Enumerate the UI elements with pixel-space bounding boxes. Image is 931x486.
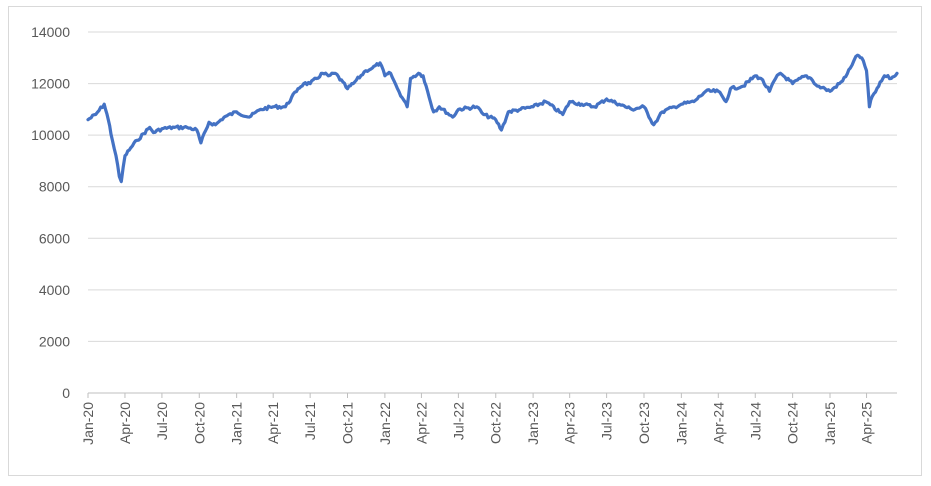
- y-tick-label: 10000: [31, 127, 70, 143]
- x-tick-label: Oct-22: [488, 402, 504, 444]
- x-tick-label: Apr-25: [859, 402, 875, 444]
- x-tick-label: Apr-23: [562, 402, 578, 444]
- x-tick-label: Jul-22: [450, 402, 466, 440]
- y-tick-label: 14000: [31, 24, 70, 40]
- y-tick-label: 8000: [39, 179, 70, 195]
- x-tick-label: Oct-24: [785, 402, 801, 444]
- x-tick-label: Jan-23: [525, 402, 541, 445]
- x-tick-label: Jul-23: [599, 402, 615, 440]
- x-axis-tick-labels: Jan-20 Apr-20 Jul-20 Oct-20 Jan-21 Apr-21 Jul-…: [80, 393, 875, 445]
- y-tick-label: 6000: [39, 230, 70, 246]
- x-tick-label: Oct-23: [636, 402, 652, 444]
- series-layer: [86, 53, 899, 184]
- y-tick-label: 2000: [39, 333, 70, 349]
- x-tick-label: Oct-21: [340, 402, 356, 444]
- y-tick-label: 12000: [31, 76, 70, 92]
- x-tick-label: Jul-24: [747, 402, 763, 440]
- y-tick-label: 0: [62, 385, 70, 401]
- gridlines: [88, 31, 897, 342]
- x-tick-label: Jul-21: [302, 402, 318, 440]
- x-tick-label: Jan-20: [80, 402, 96, 445]
- x-tick-label: Apr-22: [413, 402, 429, 444]
- chart-frame: [8, 6, 922, 476]
- x-tick-label: Apr-21: [265, 402, 281, 444]
- y-tick-label: 4000: [39, 282, 70, 298]
- x-tick-label: Oct-20: [191, 402, 207, 444]
- x-tick-label: Jan-22: [377, 402, 393, 445]
- x-tick-label: Apr-24: [710, 402, 726, 444]
- x-tick-label: Jul-20: [154, 402, 170, 440]
- x-tick-label: Jan-25: [822, 402, 838, 445]
- series-line: [86, 53, 899, 184]
- x-tick-label: Jan-24: [673, 402, 689, 445]
- x-tick-label: Apr-20: [117, 402, 133, 444]
- y-axis-tick-labels: 0 2000 4000 6000 8000 10000 12000 14000: [31, 24, 70, 401]
- x-tick-label: Jan-21: [229, 402, 245, 445]
